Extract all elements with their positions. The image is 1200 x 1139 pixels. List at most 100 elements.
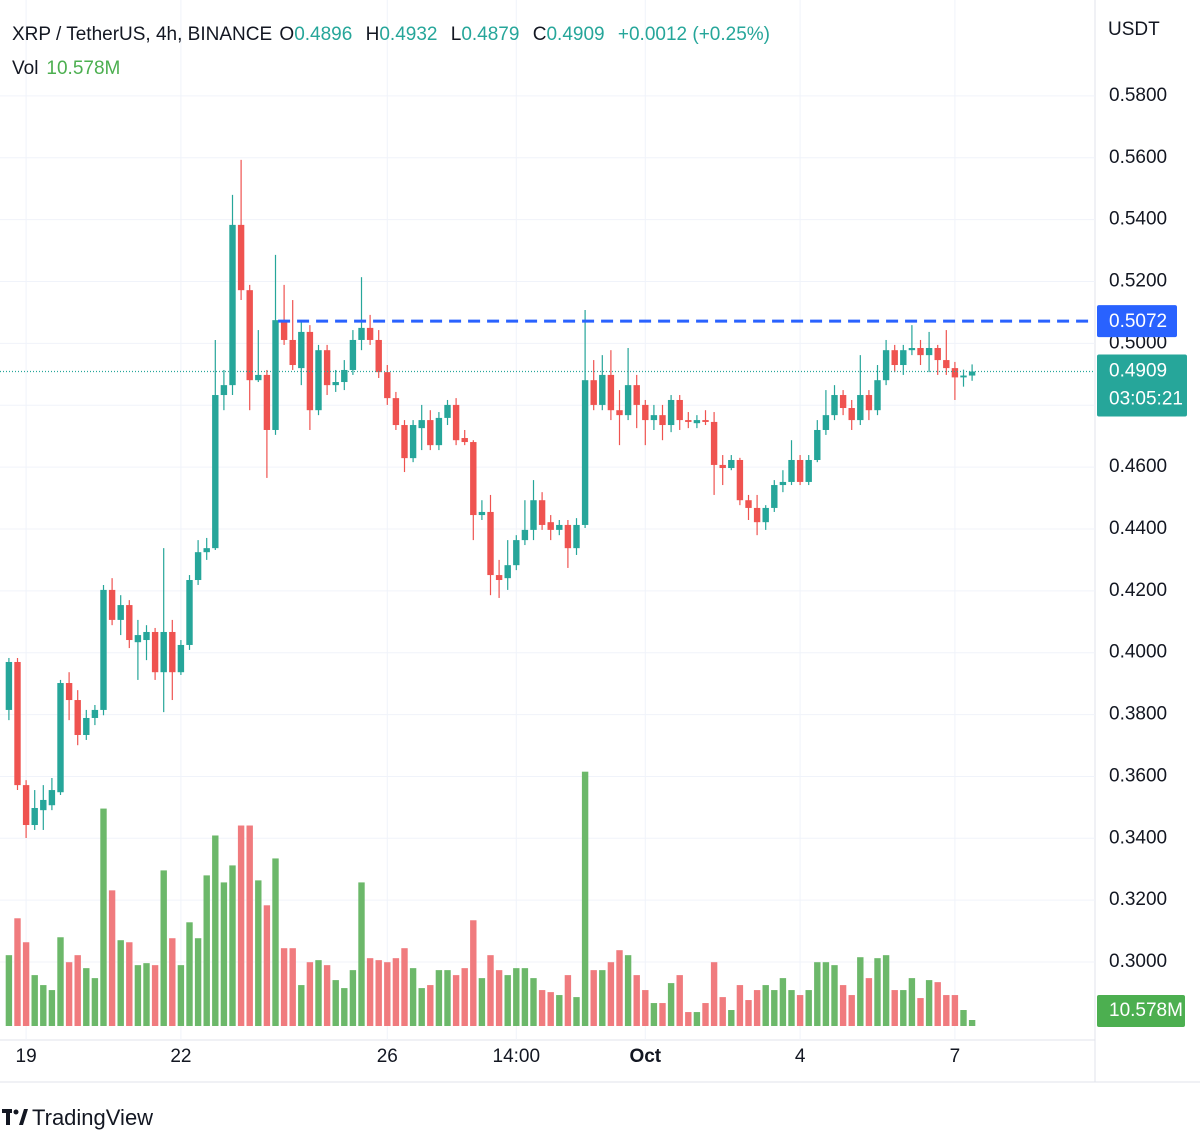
volume-bar [908,978,916,1026]
candle-body [487,511,494,576]
candle-body [805,459,812,482]
candle-body [642,404,649,421]
candle-body [74,700,81,735]
candle-body [960,375,967,378]
volume-bar [556,995,563,1026]
volume-bar [126,942,133,1026]
candle-body [220,385,228,396]
y-tick-label: 0.5200 [1109,271,1167,292]
candle-body [203,548,210,553]
candle-body [771,485,778,508]
volume-bar [943,995,950,1026]
candle-body [435,417,443,446]
volume-bar [624,955,632,1026]
x-tick-label: 4 [795,1046,806,1067]
candle-body [40,799,47,811]
volume-bar [435,970,443,1026]
candle-body [547,522,554,530]
symbol: XRP / TetherUS, 4h, BINANCE [12,24,273,45]
y-tick-label: 0.5600 [1109,147,1167,168]
volume-bar [599,970,606,1026]
candle-body [685,420,692,422]
candle-body [650,415,658,421]
volume-bar [186,922,193,1026]
countdown: 03:05:21 [1109,389,1183,410]
candle-body [186,580,193,645]
volume-bar [418,988,425,1026]
ohlc-key: C [532,24,547,45]
candle-body [538,500,546,525]
candle-body [349,339,357,370]
volume-bars [5,771,976,1026]
candle-body [667,399,675,426]
candle-body [341,369,348,383]
candle-body [908,348,916,351]
candle-body [900,350,907,366]
candle-body [323,350,331,386]
candle-body [968,371,976,376]
candle-body [814,429,821,460]
volume-bar [814,962,821,1026]
candle-body [607,374,615,411]
volume-bar [289,948,296,1026]
candle-body [255,374,262,381]
candle-body [117,605,124,620]
volume-label-box [1097,995,1185,1027]
candle-body [444,404,451,418]
candle-body [91,709,99,718]
volume-bar [642,990,649,1026]
candle-body [160,631,167,673]
volume-bar [788,990,795,1026]
candle-body [719,464,726,469]
y-tick-label: 0.3800 [1109,704,1167,725]
volume-bar [564,975,572,1026]
candle-body [452,404,460,441]
y-tick-label: 0.5800 [1109,85,1167,106]
volume-bar [306,962,314,1026]
candle-body [14,661,21,786]
volume-bar [341,988,348,1026]
volume-bar [237,825,245,1026]
volume-bar [693,1012,701,1026]
candle-body [788,459,795,482]
candle-body [753,507,761,523]
ohlc-value: 0.4909 [546,24,605,45]
volume-bar [409,968,417,1026]
price-label-box [1097,354,1187,417]
volume-bar [263,905,271,1026]
y-tick-label: 0.4400 [1109,518,1167,539]
volume-bar [530,978,537,1026]
volume-bar [702,1003,709,1026]
volume-bar [91,978,99,1026]
volume-bar [358,882,365,1026]
volume-bar [736,985,744,1026]
candle-body [83,717,90,735]
candle-body [263,374,271,430]
candle-body [831,395,838,416]
volume-bar [108,890,116,1026]
volume-bar [255,880,262,1026]
y-tick-label: 0.3000 [1109,951,1167,972]
volume-bar [5,955,13,1026]
volume-bar [685,1012,692,1026]
price-label: 0.4909 [1109,361,1167,382]
volume-bar [917,998,924,1026]
candle-body [513,540,520,566]
volume-bar [650,1003,658,1026]
candle-body [375,339,382,373]
candle-body [212,395,219,549]
volume-bar [427,985,434,1026]
volume-bar [659,1003,666,1026]
candle-body [31,807,38,826]
candle-body [728,459,735,469]
change: +0.0012 (+0.25%) [617,24,770,45]
candle-body [478,511,486,516]
candle-body [169,631,176,673]
candles [5,159,976,839]
candle-body [882,350,890,381]
volume-bar [779,978,787,1026]
volume-row: Vol 10.578M [12,56,778,82]
candle-body [237,224,245,291]
candle-body [48,790,56,806]
y-tick-label: 0.5400 [1109,209,1167,230]
